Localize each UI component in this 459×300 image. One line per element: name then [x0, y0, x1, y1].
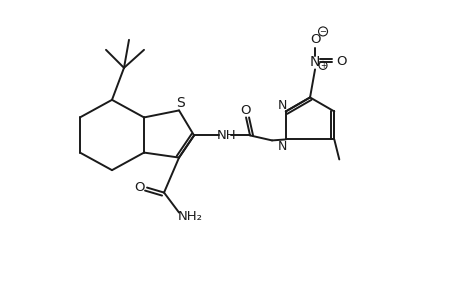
Text: O: O [134, 181, 144, 194]
Text: S: S [175, 96, 184, 110]
Text: −: − [319, 27, 326, 36]
Text: O: O [239, 104, 250, 117]
Text: O: O [309, 33, 319, 46]
Text: NH: NH [217, 129, 236, 142]
Text: +: + [319, 61, 325, 70]
Text: N: N [278, 140, 287, 153]
Text: N: N [278, 99, 287, 112]
Text: N: N [309, 56, 319, 69]
Text: O: O [335, 55, 346, 68]
Text: NH₂: NH₂ [177, 210, 202, 223]
